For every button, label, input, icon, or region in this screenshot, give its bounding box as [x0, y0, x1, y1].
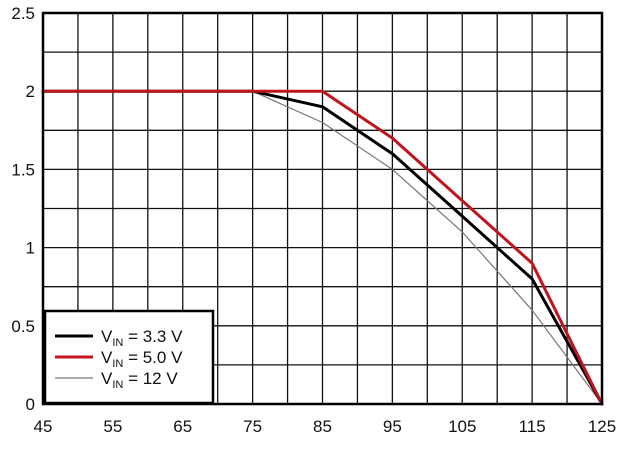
series-lines: [41, 89, 604, 406]
x-tick-label: 85: [313, 417, 332, 436]
x-tick-label: 75: [243, 417, 262, 436]
y-tick-label: 0.5: [11, 317, 35, 336]
x-axis-ticks: 45 55 65 75 85 95 105 115 125: [34, 417, 617, 436]
y-tick-label: 1.5: [11, 160, 35, 179]
legend-label-2: VIN = 12 V: [101, 369, 178, 391]
legend-label-1: VIN = 5.0 V: [101, 348, 183, 370]
x-tick-label: 125: [588, 417, 616, 436]
y-axis-ticks: 0 0.5 1 1.5 2 2.5: [11, 4, 35, 414]
legend-label-0: VIN = 3.3 V: [101, 327, 183, 349]
y-tick-label: 0: [26, 395, 35, 414]
y-tick-label: 2.5: [11, 4, 35, 23]
series-line-1: [41, 89, 604, 406]
x-tick-label: 95: [383, 417, 402, 436]
grid: [43, 13, 602, 404]
x-tick-label: 105: [448, 417, 476, 436]
x-tick-label: 65: [173, 417, 192, 436]
x-tick-label: 115: [519, 417, 546, 436]
x-tick-label: 55: [103, 417, 122, 436]
x-tick-label: 45: [34, 417, 53, 436]
plot-frame: [41, 11, 604, 406]
y-tick-label: 1: [26, 239, 35, 258]
y-tick-label: 2: [26, 82, 35, 101]
